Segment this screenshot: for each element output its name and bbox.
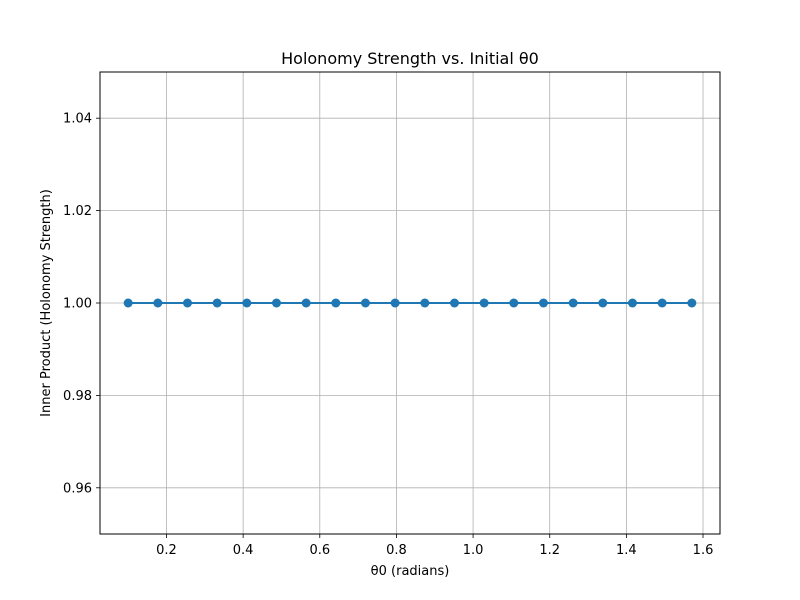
y-tick-label: 0.96 bbox=[63, 481, 92, 496]
tick-layer: 0.2 0.4 0.6 0.8 1.0 1.2 1.4 1.6 0.96 0.98 1.00 1.02… bbox=[63, 112, 713, 558]
x-tick-label: 1.6 bbox=[693, 543, 714, 558]
data-point bbox=[331, 298, 341, 308]
data-point bbox=[657, 298, 667, 308]
data-point bbox=[538, 298, 548, 308]
x-tick-label: 1.2 bbox=[539, 543, 560, 558]
data-point bbox=[271, 298, 281, 308]
x-tick-label: 1.4 bbox=[616, 543, 637, 558]
y-axis-label: Inner Product (Holonomy Strength) bbox=[39, 189, 54, 417]
data-point bbox=[212, 298, 222, 308]
data-point bbox=[360, 298, 370, 308]
data-point bbox=[301, 298, 311, 308]
x-tick-label: 0.4 bbox=[233, 543, 254, 558]
data-point bbox=[449, 298, 459, 308]
y-tick-label: 1.04 bbox=[63, 112, 92, 127]
data-point bbox=[182, 298, 192, 308]
data-point bbox=[598, 298, 608, 308]
data-point bbox=[242, 298, 252, 308]
data-point bbox=[687, 298, 697, 308]
data-point bbox=[123, 298, 133, 308]
y-tick-label: 1.00 bbox=[63, 297, 92, 312]
data-point bbox=[627, 298, 637, 308]
data-point bbox=[153, 298, 163, 308]
chart-title: Holonomy Strength vs. Initial θ0 bbox=[281, 49, 539, 68]
series-layer bbox=[123, 298, 697, 308]
data-point bbox=[479, 298, 489, 308]
y-tick-label: 1.02 bbox=[63, 204, 92, 219]
x-tick-label: 0.8 bbox=[386, 543, 407, 558]
x-tick-label: 0.6 bbox=[309, 543, 330, 558]
x-tick-label: 1.0 bbox=[463, 543, 484, 558]
data-point bbox=[509, 298, 519, 308]
data-point bbox=[420, 298, 430, 308]
data-point bbox=[568, 298, 578, 308]
data-point bbox=[390, 298, 400, 308]
x-tick-label: 0.2 bbox=[156, 543, 177, 558]
y-tick-label: 0.98 bbox=[63, 389, 92, 404]
x-axis-label: θ0 (radians) bbox=[371, 564, 450, 579]
